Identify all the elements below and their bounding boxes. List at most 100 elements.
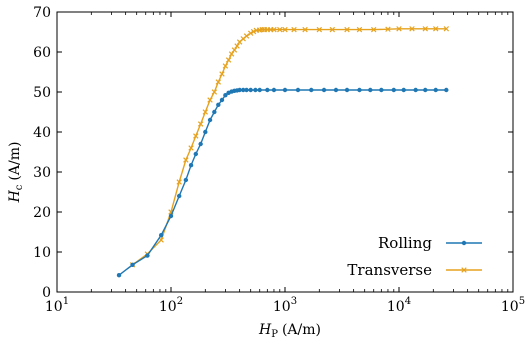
data-point-transverse xyxy=(207,97,213,103)
data-point-transverse xyxy=(193,133,199,139)
x-tick-label-exp: 3 xyxy=(291,296,297,307)
data-point-rolling xyxy=(444,87,449,93)
data-point-transverse xyxy=(188,145,194,151)
data-point-rolling xyxy=(333,87,339,93)
data-point-transverse-stroke-b xyxy=(222,63,229,69)
x-tick-label-base: 10 xyxy=(387,299,405,315)
data-point-transverse xyxy=(225,57,232,63)
legend-label-rolling: Rolling xyxy=(378,234,432,252)
data-point-transverse xyxy=(228,51,235,57)
data-point-rolling xyxy=(248,87,253,93)
data-point-transverse-stroke-b xyxy=(356,26,363,33)
data-point-rolling xyxy=(413,87,418,93)
y-axis-unit: (A/m) xyxy=(7,142,23,181)
x-tick-label: 103 xyxy=(273,296,297,315)
data-point-rolling xyxy=(357,87,362,93)
x-tick-label-base: 10 xyxy=(45,299,63,315)
data-point-transverse xyxy=(385,26,391,32)
data-point-transverse xyxy=(215,79,222,85)
data-point-transverse xyxy=(433,26,439,32)
data-point-transverse xyxy=(422,26,428,32)
y-tick-label: 50 xyxy=(33,85,51,101)
data-point-transverse-stroke-b xyxy=(188,145,194,151)
y-axis-title: Hc (A/m) xyxy=(7,142,25,204)
y-tick-label: 30 xyxy=(33,165,51,181)
data-point-rolling xyxy=(391,87,396,93)
data-point-transverse xyxy=(183,157,189,163)
data-point-rolling xyxy=(223,93,228,98)
data-point-transverse-stroke-b xyxy=(302,26,308,33)
y-tick-label: 60 xyxy=(33,45,51,61)
data-point-transverse-stroke-b xyxy=(271,26,277,33)
data-point-transverse-stroke-b xyxy=(396,26,402,32)
x-tick-label-exp: 1 xyxy=(63,296,69,307)
data-point-rolling xyxy=(145,253,150,258)
data-point-transverse-stroke-b xyxy=(247,30,254,36)
data-point-transverse-stroke-b xyxy=(443,26,450,32)
data-point-transverse-stroke-b xyxy=(211,89,218,95)
data-point-transverse-stroke-b xyxy=(344,26,350,33)
data-point-transverse-stroke-b xyxy=(277,26,283,33)
data-point-transverse-stroke-b xyxy=(158,237,164,243)
legend-label-transverse: Transverse xyxy=(347,261,432,279)
data-point-transverse xyxy=(197,121,204,127)
legend: Rolling Transverse xyxy=(347,234,482,279)
x-tick-label: 105 xyxy=(501,296,525,315)
data-point-transverse xyxy=(231,47,238,53)
data-point-transverse xyxy=(282,26,288,33)
y-axis-sub: c xyxy=(14,184,25,190)
data-point-transverse-stroke-b xyxy=(231,47,238,53)
data-point-transverse xyxy=(396,26,402,32)
y-axis-var: H xyxy=(7,189,23,203)
data-point-rolling xyxy=(253,87,258,93)
data-point-rolling xyxy=(433,87,438,93)
data-point-transverse xyxy=(176,179,182,185)
data-point-transverse xyxy=(234,43,240,49)
data-point-rolling xyxy=(168,213,174,219)
x-tick-label-exp: 2 xyxy=(177,296,183,307)
data-point-rolling xyxy=(188,163,194,168)
data-point-transverse-stroke-b xyxy=(234,43,240,49)
data-point-transverse xyxy=(344,26,350,33)
data-point-rolling xyxy=(282,87,288,93)
data-point-transverse-stroke-b xyxy=(316,26,323,33)
data-point-transverse xyxy=(219,71,225,77)
data-point-transverse-stroke-b xyxy=(385,26,391,32)
data-point-transverse-stroke-b xyxy=(176,179,182,185)
data-point-transverse xyxy=(329,26,336,33)
axes-frame xyxy=(56,11,514,293)
data-point-transverse xyxy=(250,28,257,35)
x-tick-label: 104 xyxy=(387,296,411,315)
data-point-transverse-stroke-b xyxy=(207,97,213,103)
x-axis-var: H xyxy=(258,322,272,338)
data-point-transverse-stroke-b xyxy=(291,26,297,33)
data-point-transverse-stroke-b xyxy=(409,26,415,32)
y-tick-label: 40 xyxy=(33,125,51,141)
data-point-rolling xyxy=(244,87,249,93)
data-point-rolling xyxy=(116,273,122,278)
data-point-rolling xyxy=(219,97,225,103)
data-point-rolling xyxy=(241,87,246,93)
data-point-transverse-stroke-b xyxy=(219,71,225,77)
data-point-transverse-stroke-b xyxy=(329,26,336,33)
data-point-transverse-stroke-b xyxy=(250,28,257,35)
data-point-rolling xyxy=(216,102,221,108)
data-point-rolling xyxy=(401,87,406,93)
data-point-transverse-stroke-b xyxy=(282,26,288,33)
data-point-transverse-stroke-b xyxy=(370,26,377,33)
x-tick-label: 102 xyxy=(159,296,183,315)
data-point-rolling xyxy=(207,117,213,123)
data-point-rolling xyxy=(237,87,242,93)
data-point-transverse xyxy=(243,33,250,39)
data-point-rolling xyxy=(321,87,327,93)
data-point-rolling xyxy=(379,87,384,93)
data-point-rolling xyxy=(130,262,135,267)
data-point-rolling xyxy=(309,87,314,93)
data-point-transverse xyxy=(356,26,363,33)
y-tick-label: 70 xyxy=(33,5,51,21)
data-point-transverse-stroke-b xyxy=(243,33,250,39)
x-tick-label-base: 10 xyxy=(273,299,291,315)
data-point-transverse xyxy=(370,26,377,33)
data-point-transverse xyxy=(271,26,277,33)
